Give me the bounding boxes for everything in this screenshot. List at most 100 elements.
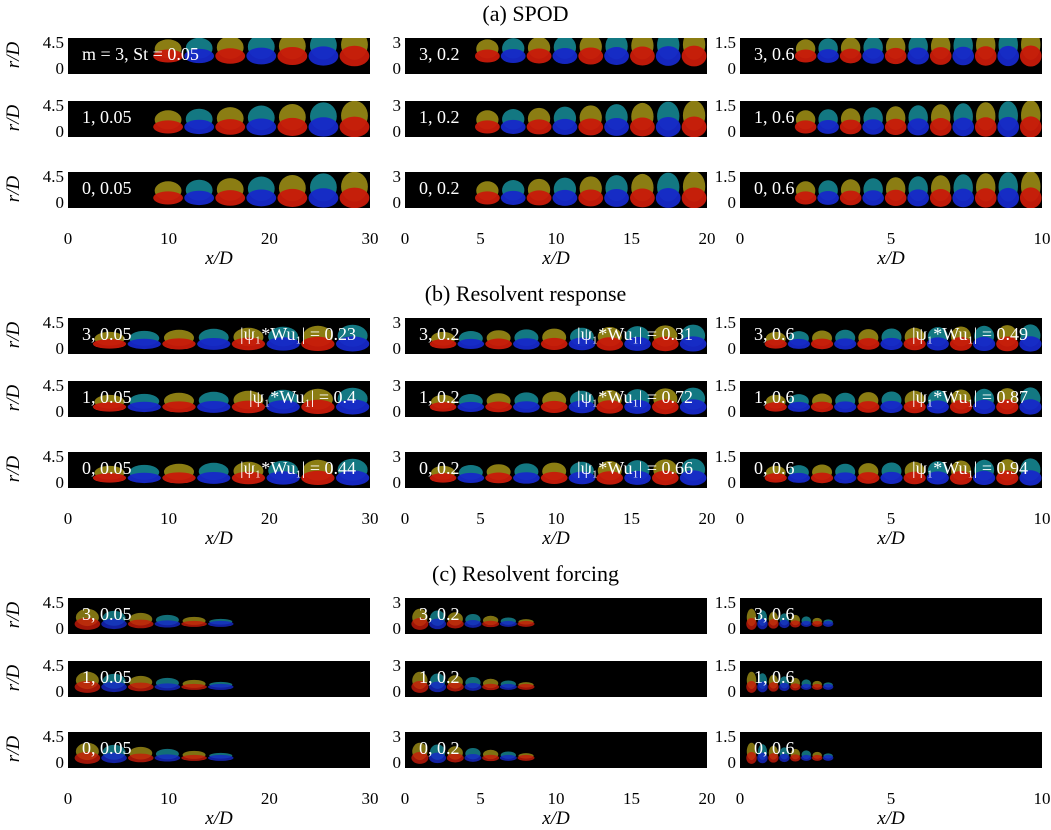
panel-label: 0, 0.05 (82, 458, 132, 478)
mode-contour-plot (764, 458, 1042, 486)
y-tick-max: 3 (392, 376, 402, 395)
mode-contour-plot (92, 458, 370, 486)
contour-panel: 3, 0.05 |ψ₁*Wu₁| = 0.23 (68, 318, 370, 354)
y-tick-min: 0 (727, 619, 737, 638)
panel-label: 0, 0.2 (419, 458, 460, 478)
x-tick-label: 0 (735, 789, 745, 808)
panel-label: 1, 0.6 (754, 667, 795, 687)
contour-panel: 3, 0.2 (405, 598, 707, 634)
panel-label: 0, 0.2 (419, 738, 460, 758)
mode-contour-plot (74, 671, 234, 693)
x-axis-label: x/D (877, 808, 905, 829)
y-tick-max: 3 (392, 167, 402, 186)
y-tick-min: 0 (392, 402, 402, 421)
contour-panel: 1, 0.6 (740, 101, 1042, 137)
mode-contour-plot (474, 172, 707, 208)
y-axis-label: r/D (3, 175, 24, 203)
y-tick-min: 0 (55, 339, 65, 358)
projection-metric: |ψ₁*Wu₁| = 0.23 (240, 324, 356, 344)
contour-panel: 0, 0.6 (740, 732, 1042, 768)
x-axis-label: x/D (205, 808, 233, 829)
x-tick-label: 30 (361, 789, 379, 808)
contour-panel: 3, 0.2 |ψ₁*Wu₁| = 0.31 (405, 318, 707, 354)
x-tick-label: 0 (63, 789, 73, 808)
contour-panel: 1, 0.05 (68, 101, 370, 137)
x-tick-label: 5 (476, 509, 485, 528)
mode-contour-plot (794, 101, 1042, 137)
x-tick-label: 10 (1033, 229, 1051, 248)
projection-metric: |ψ₁*Wu₁| = 0.72 (577, 387, 693, 407)
contour-panel: 0, 0.05 (68, 732, 370, 768)
y-tick-max: 1.5 (714, 727, 736, 746)
y-tick-min: 0 (55, 402, 65, 421)
contour-panel: 1, 0.05 (68, 661, 370, 697)
mode-contour-plot (746, 671, 834, 693)
projection-metric: |ψ₁*Wu₁| = 0.94 (912, 458, 1028, 478)
contour-panel: 0, 0.2 |ψ₁*Wu₁| = 0.66 (405, 452, 707, 488)
y-tick-max: 3 (392, 727, 402, 746)
y-tick-max: 4.5 (42, 656, 64, 675)
panel-label: 1, 0.05 (82, 107, 132, 127)
projection-metric: |ψ₁*Wu₁| = 0.31 (577, 324, 693, 344)
contour-panel: 0, 0.05 (68, 172, 370, 208)
y-tick-max: 1.5 (714, 593, 736, 612)
panel-label: 1, 0.6 (754, 387, 795, 407)
x-axis-label: x/D (542, 248, 570, 269)
contour-panel: 3, 0.2 (405, 38, 707, 74)
y-tick-min: 0 (392, 122, 402, 141)
x-tick-label: 30 (361, 509, 379, 528)
x-tick-label: 10 (160, 229, 178, 248)
y-tick-min: 0 (392, 59, 402, 78)
mode-contour-plot (429, 387, 707, 415)
contour-panel: 1, 0.2 (405, 661, 707, 697)
panel-label: m = 3, St = 0.05 (82, 44, 199, 64)
projection-metric: |ψ₁*Wu₁| = 0.66 (577, 458, 693, 478)
y-axis-label: r/D (3, 664, 24, 692)
x-tick-label: 0 (400, 509, 410, 528)
panel-label: 3, 0.6 (754, 324, 795, 344)
y-tick-min: 0 (55, 682, 65, 701)
y-tick-min: 0 (727, 339, 737, 358)
x-axis-label: x/D (542, 808, 570, 829)
mode-contour-plot (746, 742, 834, 764)
x-axis-label: x/D (877, 248, 905, 269)
y-tick-max: 1.5 (714, 447, 736, 466)
x-tick-label: 20 (698, 789, 716, 808)
mode-contour-plot (764, 324, 1042, 352)
y-axis-label: r/D (3, 104, 24, 132)
section-title: (a) SPOD (482, 1, 569, 26)
x-tick-label: 0 (735, 509, 745, 528)
panel-label: 3, 0.05 (82, 324, 132, 344)
section-title: (c) Resolvent forcing (432, 561, 619, 586)
y-tick-max: 1.5 (714, 313, 736, 332)
mode-contour-plot (74, 742, 234, 764)
panel-label: 0, 0.6 (754, 458, 795, 478)
contour-panel: 3, 0.6 (740, 38, 1042, 74)
x-tick-label: 10 (547, 509, 565, 528)
panel-label: 3, 0.6 (754, 44, 795, 64)
y-tick-max: 3 (392, 656, 402, 675)
y-tick-min: 0 (392, 619, 402, 638)
y-tick-min: 0 (55, 473, 65, 492)
y-tick-min: 0 (392, 339, 402, 358)
y-tick-max: 1.5 (714, 33, 736, 52)
x-tick-label: 5 (886, 229, 896, 248)
x-tick-label: 5 (476, 229, 485, 248)
mode-contour-plot (429, 324, 707, 352)
y-tick-min: 0 (727, 402, 737, 421)
panel-label: 1, 0.2 (419, 387, 460, 407)
x-tick-label: 20 (698, 229, 716, 248)
y-tick-max: 4.5 (42, 33, 64, 52)
mode-contour-plot (474, 38, 707, 67)
x-tick-label: 0 (400, 229, 410, 248)
x-axis-label: x/D (542, 528, 570, 549)
x-axis-label: x/D (205, 248, 233, 269)
panel-label: 1, 0.05 (82, 667, 132, 687)
mode-contour-plot (411, 671, 535, 693)
y-tick-min: 0 (727, 753, 737, 772)
panel-label: 3, 0.2 (419, 44, 460, 64)
y-tick-max: 4.5 (42, 313, 64, 332)
x-tick-label: 10 (547, 789, 565, 808)
contour-panel: 0, 0.2 (405, 732, 707, 768)
panel-label: 1, 0.2 (419, 667, 460, 687)
